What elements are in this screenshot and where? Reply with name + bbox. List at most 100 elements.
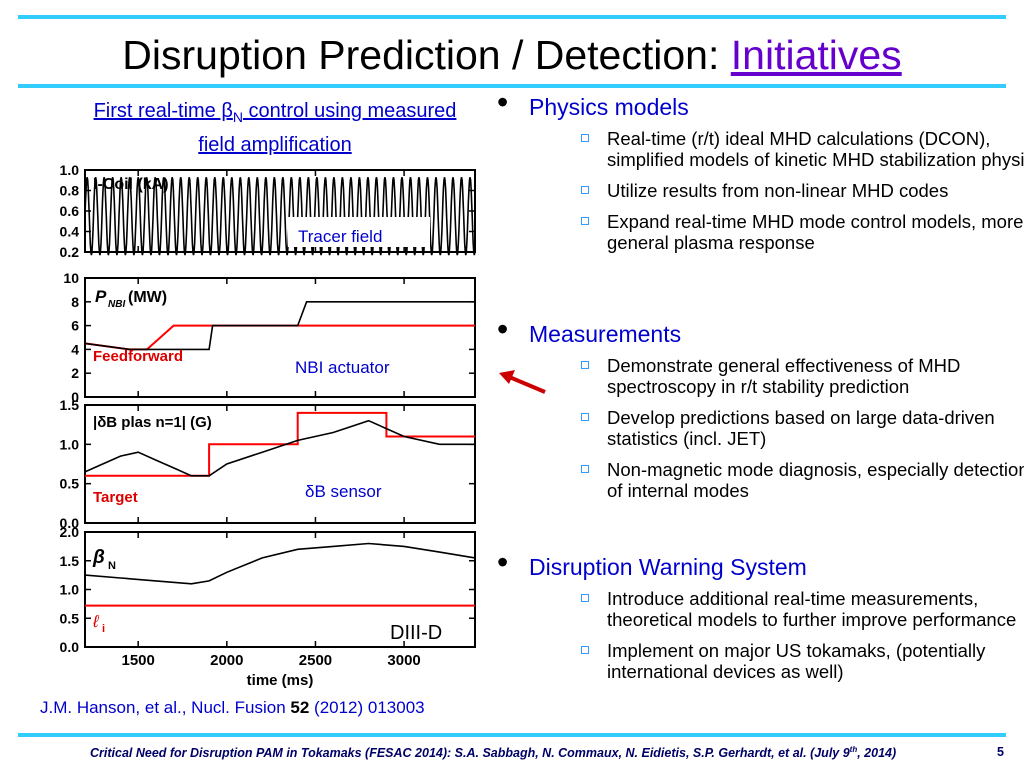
- bullet-dot-icon: •: [497, 311, 509, 347]
- y-tick-label: 0.5: [60, 610, 80, 626]
- y-tick-label: 2: [71, 365, 79, 381]
- square-bullet-icon: [581, 134, 589, 142]
- sub-bullet-text: Expand real-time MHD mode control models…: [607, 211, 1024, 253]
- square-bullet-icon: [581, 361, 589, 369]
- square-bullet-icon: [581, 465, 589, 473]
- sub-bullet: Implement on major US tokamaks, (potenti…: [529, 640, 1024, 682]
- y-tick-label: 0.4: [60, 224, 80, 240]
- panel-ylabel: P: [95, 287, 107, 306]
- y-tick-label: 1.5: [60, 397, 80, 413]
- sub-bullet-text: Develop predictions based on large data-…: [607, 407, 995, 449]
- reference-details: (2012) 013003: [309, 698, 425, 717]
- slide-title: Disruption Prediction / Detection: Initi…: [0, 30, 1024, 80]
- x-axis-label: time (ms): [247, 672, 314, 689]
- bullet-dot-icon: •: [497, 544, 509, 580]
- sub-bullet: Demonstrate general effectiveness of MHD…: [529, 355, 1024, 397]
- panel-frame: [84, 277, 476, 398]
- subtitle-part-b: control using measured field amplificati…: [198, 100, 457, 156]
- y-tick-label: 0.0: [60, 639, 80, 655]
- series-line: [84, 301, 475, 351]
- footer-rule: [18, 733, 1006, 737]
- y-tick-label: 1.5: [60, 553, 80, 569]
- panel-annotation: NBI actuator: [295, 358, 390, 377]
- sub-bullet-text: Real-time (r/t) ideal MHD calculations (…: [607, 128, 1024, 170]
- series-line: [84, 324, 475, 351]
- sub-bullet-text: Non-magnetic mode diagnosis, especially …: [607, 459, 1024, 501]
- reference-volume: 52: [290, 698, 310, 717]
- footer-text: Critical Need for Disruption PAM in Toka…: [90, 745, 896, 760]
- sub-bullet-text: Demonstrate general effectiveness of MHD…: [607, 355, 961, 397]
- panel-annotation: δB sensor: [305, 482, 382, 501]
- sub-bullet: Expand real-time MHD mode control models…: [529, 211, 1024, 253]
- sub-bullet-text: Utilize results from non-linear MHD code…: [607, 180, 949, 201]
- subtitle-sub: N: [232, 109, 243, 125]
- sub-bullet: Non-magnetic mode diagnosis, especially …: [529, 459, 1024, 501]
- y-tick-label: 1.0: [60, 436, 80, 452]
- footer-part-a: Critical Need for Disruption PAM in Toka…: [90, 746, 850, 761]
- square-bullet-icon: [581, 413, 589, 421]
- x-tick-label: 3000: [387, 652, 420, 669]
- y-tick-label: 1.0: [60, 165, 80, 178]
- panel-red-label: ℓ: [92, 612, 99, 631]
- panel-annotation: Tracer field: [298, 227, 382, 246]
- y-tick-label: 2.0: [60, 524, 80, 540]
- y-tick-label: 10: [63, 270, 79, 286]
- sub-bullet: Develop predictions based on large data-…: [529, 407, 1024, 449]
- square-bullet-icon: [581, 646, 589, 654]
- y-tick-label: 6: [71, 318, 79, 334]
- bullet-label: Disruption Warning System: [529, 554, 807, 580]
- y-tick-label: 8: [71, 294, 79, 310]
- footer-part-b: , 2014): [857, 746, 897, 761]
- y-tick-label: 1.0: [60, 582, 80, 598]
- square-bullet-icon: [581, 217, 589, 225]
- time-trace-chart: 1.0 0.8 0.6 0.4 0.2 I-Coil (kA) Tracer field 10…: [60, 165, 476, 689]
- series-line: [84, 419, 475, 477]
- bullet-label: Physics models: [529, 94, 689, 120]
- bullet-section: • Physics models Real-time (r/t) ideal MHD…: [495, 86, 1024, 253]
- y-tick-label: 0.8: [60, 183, 80, 199]
- panel-ylabel-unit: (MW): [128, 289, 167, 306]
- sub-bullet: Introduce additional real-time measureme…: [529, 588, 1024, 630]
- title-rule: [18, 84, 1006, 88]
- bullet-dot-icon: •: [497, 84, 509, 120]
- x-tick-label: 2000: [210, 652, 243, 669]
- subtitle-part-a: First real-time β: [93, 100, 233, 122]
- panel-ylabel-sub: N: [108, 560, 116, 572]
- sub-bullet: Real-time (r/t) ideal MHD calculations (…: [529, 128, 1024, 170]
- title-main: Disruption Prediction / Detection:: [122, 32, 731, 78]
- bullet-section: • Disruption Warning System Introduce addi…: [495, 546, 1024, 682]
- panel-ylabel: |δB plas n=1| (G): [93, 414, 212, 431]
- reference: J.M. Hanson, et al., Nucl. Fusion 52 (20…: [40, 698, 500, 718]
- panel-red-label-sub: i: [102, 623, 105, 635]
- panel-red-label: Feedforward: [93, 348, 183, 365]
- reference-authors: J.M. Hanson, et al., Nucl. Fusion: [40, 698, 291, 717]
- annotation-box: [288, 217, 430, 247]
- panel-ylabel-sub: NBI: [108, 299, 125, 310]
- bullet-label: Measurements: [529, 321, 682, 347]
- square-bullet-icon: [581, 186, 589, 194]
- y-tick-label: 0.6: [60, 203, 80, 219]
- y-tick-label: 0: [71, 389, 79, 405]
- footer-sup: th: [849, 745, 858, 754]
- series-line: [84, 542, 476, 585]
- panel-frame: [84, 404, 476, 524]
- y-tick-label: 0.0: [60, 515, 80, 531]
- sub-bullet-text: Introduce additional real-time measureme…: [607, 588, 1017, 630]
- page-number: 5: [997, 745, 1004, 759]
- panel-ylabel: I-Coil (kA): [93, 176, 169, 193]
- title-highlight: Initiatives: [730, 32, 902, 78]
- y-tick-label: 0.2: [60, 244, 80, 260]
- y-tick-label: 0.5: [60, 476, 80, 492]
- panel-red-label: Target: [93, 489, 138, 506]
- figure-subtitle[interactable]: First real-time βN control using measure…: [80, 97, 470, 159]
- bullet-section: • Measurements Demonstrate general effecti…: [495, 313, 1024, 501]
- sub-bullet: Utilize results from non-linear MHD code…: [529, 180, 1024, 201]
- series-line: [84, 177, 476, 256]
- figure-panels: 1.0 0.8 0.6 0.4 0.2 I-Coil (kA) Tracer field 10…: [30, 165, 480, 700]
- top-rule: [18, 15, 1006, 19]
- machine-annotation: DIII-D: [390, 622, 442, 644]
- y-tick-label: 4: [71, 341, 79, 357]
- square-bullet-icon: [581, 594, 589, 602]
- series-line: [85, 411, 475, 477]
- sub-bullet-text: Implement on major US tokamaks, (potenti…: [607, 640, 986, 682]
